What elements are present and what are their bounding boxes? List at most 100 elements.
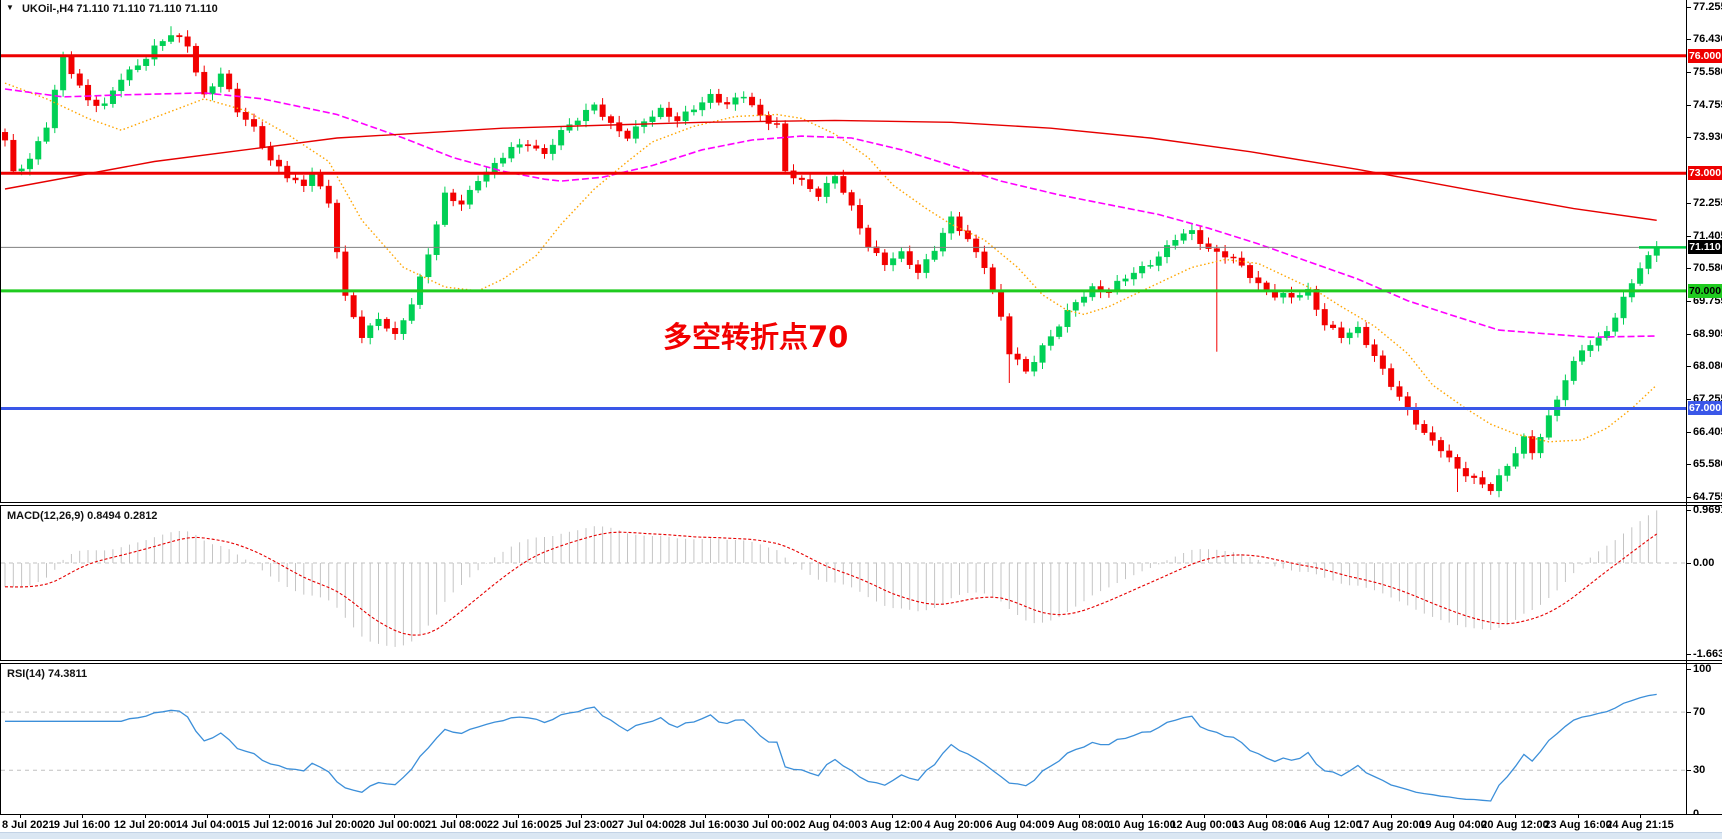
time-tick (1017, 815, 1018, 818)
rsi-axis[interactable]: 100 70 30 0 (1687, 663, 1722, 820)
price-tick-label: 76.430 (1693, 33, 1722, 45)
price-tick-label: 68.905 (1693, 328, 1722, 340)
macd-tick (1687, 510, 1691, 511)
rsi-tick-label: 0 (1693, 808, 1700, 820)
time-tick (207, 815, 208, 818)
annotation-text: 多空转折点70 (663, 320, 849, 354)
time-tick-label: 9 Aug 08:00 (1048, 819, 1110, 831)
macd-tick (1687, 654, 1691, 655)
price-tick-label: 68.080 (1693, 360, 1722, 372)
time-tick-label: 20 Jul 00:00 (362, 819, 426, 831)
time-tick-label: 2 Aug 04:00 (799, 819, 861, 831)
macd-signal-line (4, 531, 1658, 636)
macd-axis[interactable]: 0.9691 0.00 -1.6634 (1687, 504, 1722, 660)
time-tick (643, 815, 644, 818)
price-tick-label: 65.580 (1693, 458, 1722, 470)
price-tick-label: 71.405 (1693, 230, 1722, 242)
macd-tick-label: 0.9691 (1693, 504, 1722, 516)
time-tick-label: 12 Aug 00:00 (1170, 819, 1238, 831)
time-tick-label: 17 Aug 20:00 (1357, 819, 1425, 831)
chart-symbol: UKOil-,H4 (21, 3, 74, 15)
slow-ma-line (4, 119, 1657, 221)
price-tick-label: 69.755 (1693, 295, 1722, 307)
price-tick (1687, 399, 1691, 400)
time-tick-label: 22 Jul 16:00 (486, 819, 550, 831)
rsi-tick (1687, 669, 1691, 670)
rsi-line (5, 693, 1657, 802)
price-tick-label: 72.255 (1693, 197, 1722, 209)
time-tick-label: 14 Jul 04:00 (175, 819, 239, 831)
macd-tick-label: -1.6634 (1693, 648, 1722, 660)
price-tick (1687, 432, 1691, 433)
price-tick-label: 77.255 (1693, 1, 1722, 13)
time-tick-label: 25 Jul 23:00 (549, 819, 613, 831)
rsi-tick (1687, 770, 1691, 771)
macd-plot[interactable] (1, 506, 1687, 660)
time-tick-label: 8 Jul 2021 (2, 819, 55, 831)
time-tick (1204, 815, 1205, 818)
price-tick (1687, 105, 1691, 106)
price-tick (1687, 137, 1691, 138)
chart-quotes: 71.110 71.110 71.110 71.110 (76, 3, 218, 15)
price-tick (1687, 268, 1691, 269)
time-tick-label: 28 Jul 16:00 (673, 819, 737, 831)
time-tick (1328, 815, 1329, 818)
macd-panel: MACD(12,26,9) 0.8494 0.2812 0.9691 0.00 -1… (0, 504, 1722, 661)
rsi-tick-label: 30 (1693, 764, 1706, 776)
time-tick-label: 12 Jul 20:00 (113, 819, 177, 831)
time-tick-label: 9 Jul 16:00 (53, 819, 111, 831)
window-bottom-strip (0, 832, 1722, 839)
time-tick-label: 6 Aug 04:00 (986, 819, 1048, 831)
rsi-tick (1687, 712, 1691, 713)
axis-separator-line (1686, 0, 1687, 815)
time-tick-label: 13 Aug 08:00 (1232, 819, 1300, 831)
price-tick-label: 73.930 (1693, 131, 1722, 143)
time-tick-label: 16 Jul 20:00 (300, 819, 364, 831)
time-tick-label: 15 Jul 12:00 (237, 819, 301, 831)
price-tick (1687, 301, 1691, 302)
time-tick (518, 815, 519, 818)
time-tick-label: 24 Aug 21:15 (1606, 819, 1674, 831)
price-tick (1687, 39, 1691, 40)
price-level-label: 76.000 (1688, 49, 1722, 63)
price-tick-label: 75.580 (1693, 66, 1722, 78)
horizontal-level-lines (1, 54, 1687, 410)
macd-tick-label: 0.00 (1693, 557, 1715, 569)
time-axis[interactable]: 8 Jul 2021 9 Jul 16:00 12 Jul 20:00 14 Jul … (0, 815, 1722, 832)
time-tick (394, 815, 395, 818)
time-tick-label: 20 Aug 12:00 (1481, 819, 1549, 831)
price-panel: ▼ UKOil-,H4 71.110 71.110 71.110 71.110 … (0, 0, 1722, 503)
time-tick-label: 27 Jul 04:00 (611, 819, 675, 831)
time-tick (1142, 815, 1143, 818)
rsi-tick-label: 100 (1693, 663, 1712, 675)
macd-histogram (4, 510, 1658, 647)
rsi-plot[interactable] (1, 664, 1687, 814)
price-tick (1687, 366, 1691, 367)
time-tick (269, 815, 270, 818)
time-tick (1578, 815, 1579, 818)
symbol-dropdown-icon[interactable]: ▼ (6, 3, 14, 12)
rsi-panel: RSI(14) 74.3811 100 70 30 0 (0, 663, 1722, 820)
time-tick-label: 10 Aug 16:00 (1108, 819, 1176, 831)
time-tick (581, 815, 582, 818)
time-tick (892, 815, 893, 818)
fast-ma-line (4, 82, 1658, 443)
time-tick (456, 815, 457, 818)
time-tick-label: 30 Jul 00:00 (736, 819, 800, 831)
time-tick (1515, 815, 1516, 818)
rsi-tick (1687, 814, 1691, 815)
price-chart-plot[interactable] (1, 0, 1687, 502)
price-tick (1687, 236, 1691, 237)
price-tick (1687, 7, 1691, 8)
time-tick-label: 19 Aug 04:00 (1419, 819, 1487, 831)
time-tick (20, 815, 21, 818)
macd-label: MACD(12,26,9) 0.8494 0.2812 (7, 510, 158, 522)
price-axis[interactable]: 77.255 76.430 75.580 74.755 73.930 72.255 71.4… (1687, 0, 1722, 503)
time-tick-label: 23 Aug 16:00 (1544, 819, 1612, 831)
time-tick-label: 21 Jul 08:00 (424, 819, 488, 831)
rsi-label: RSI(14) 74.3811 (7, 668, 88, 680)
time-tick (705, 815, 706, 818)
time-tick (1640, 815, 1641, 818)
price-tick-label: 66.405 (1693, 426, 1722, 438)
time-tick (82, 815, 83, 818)
